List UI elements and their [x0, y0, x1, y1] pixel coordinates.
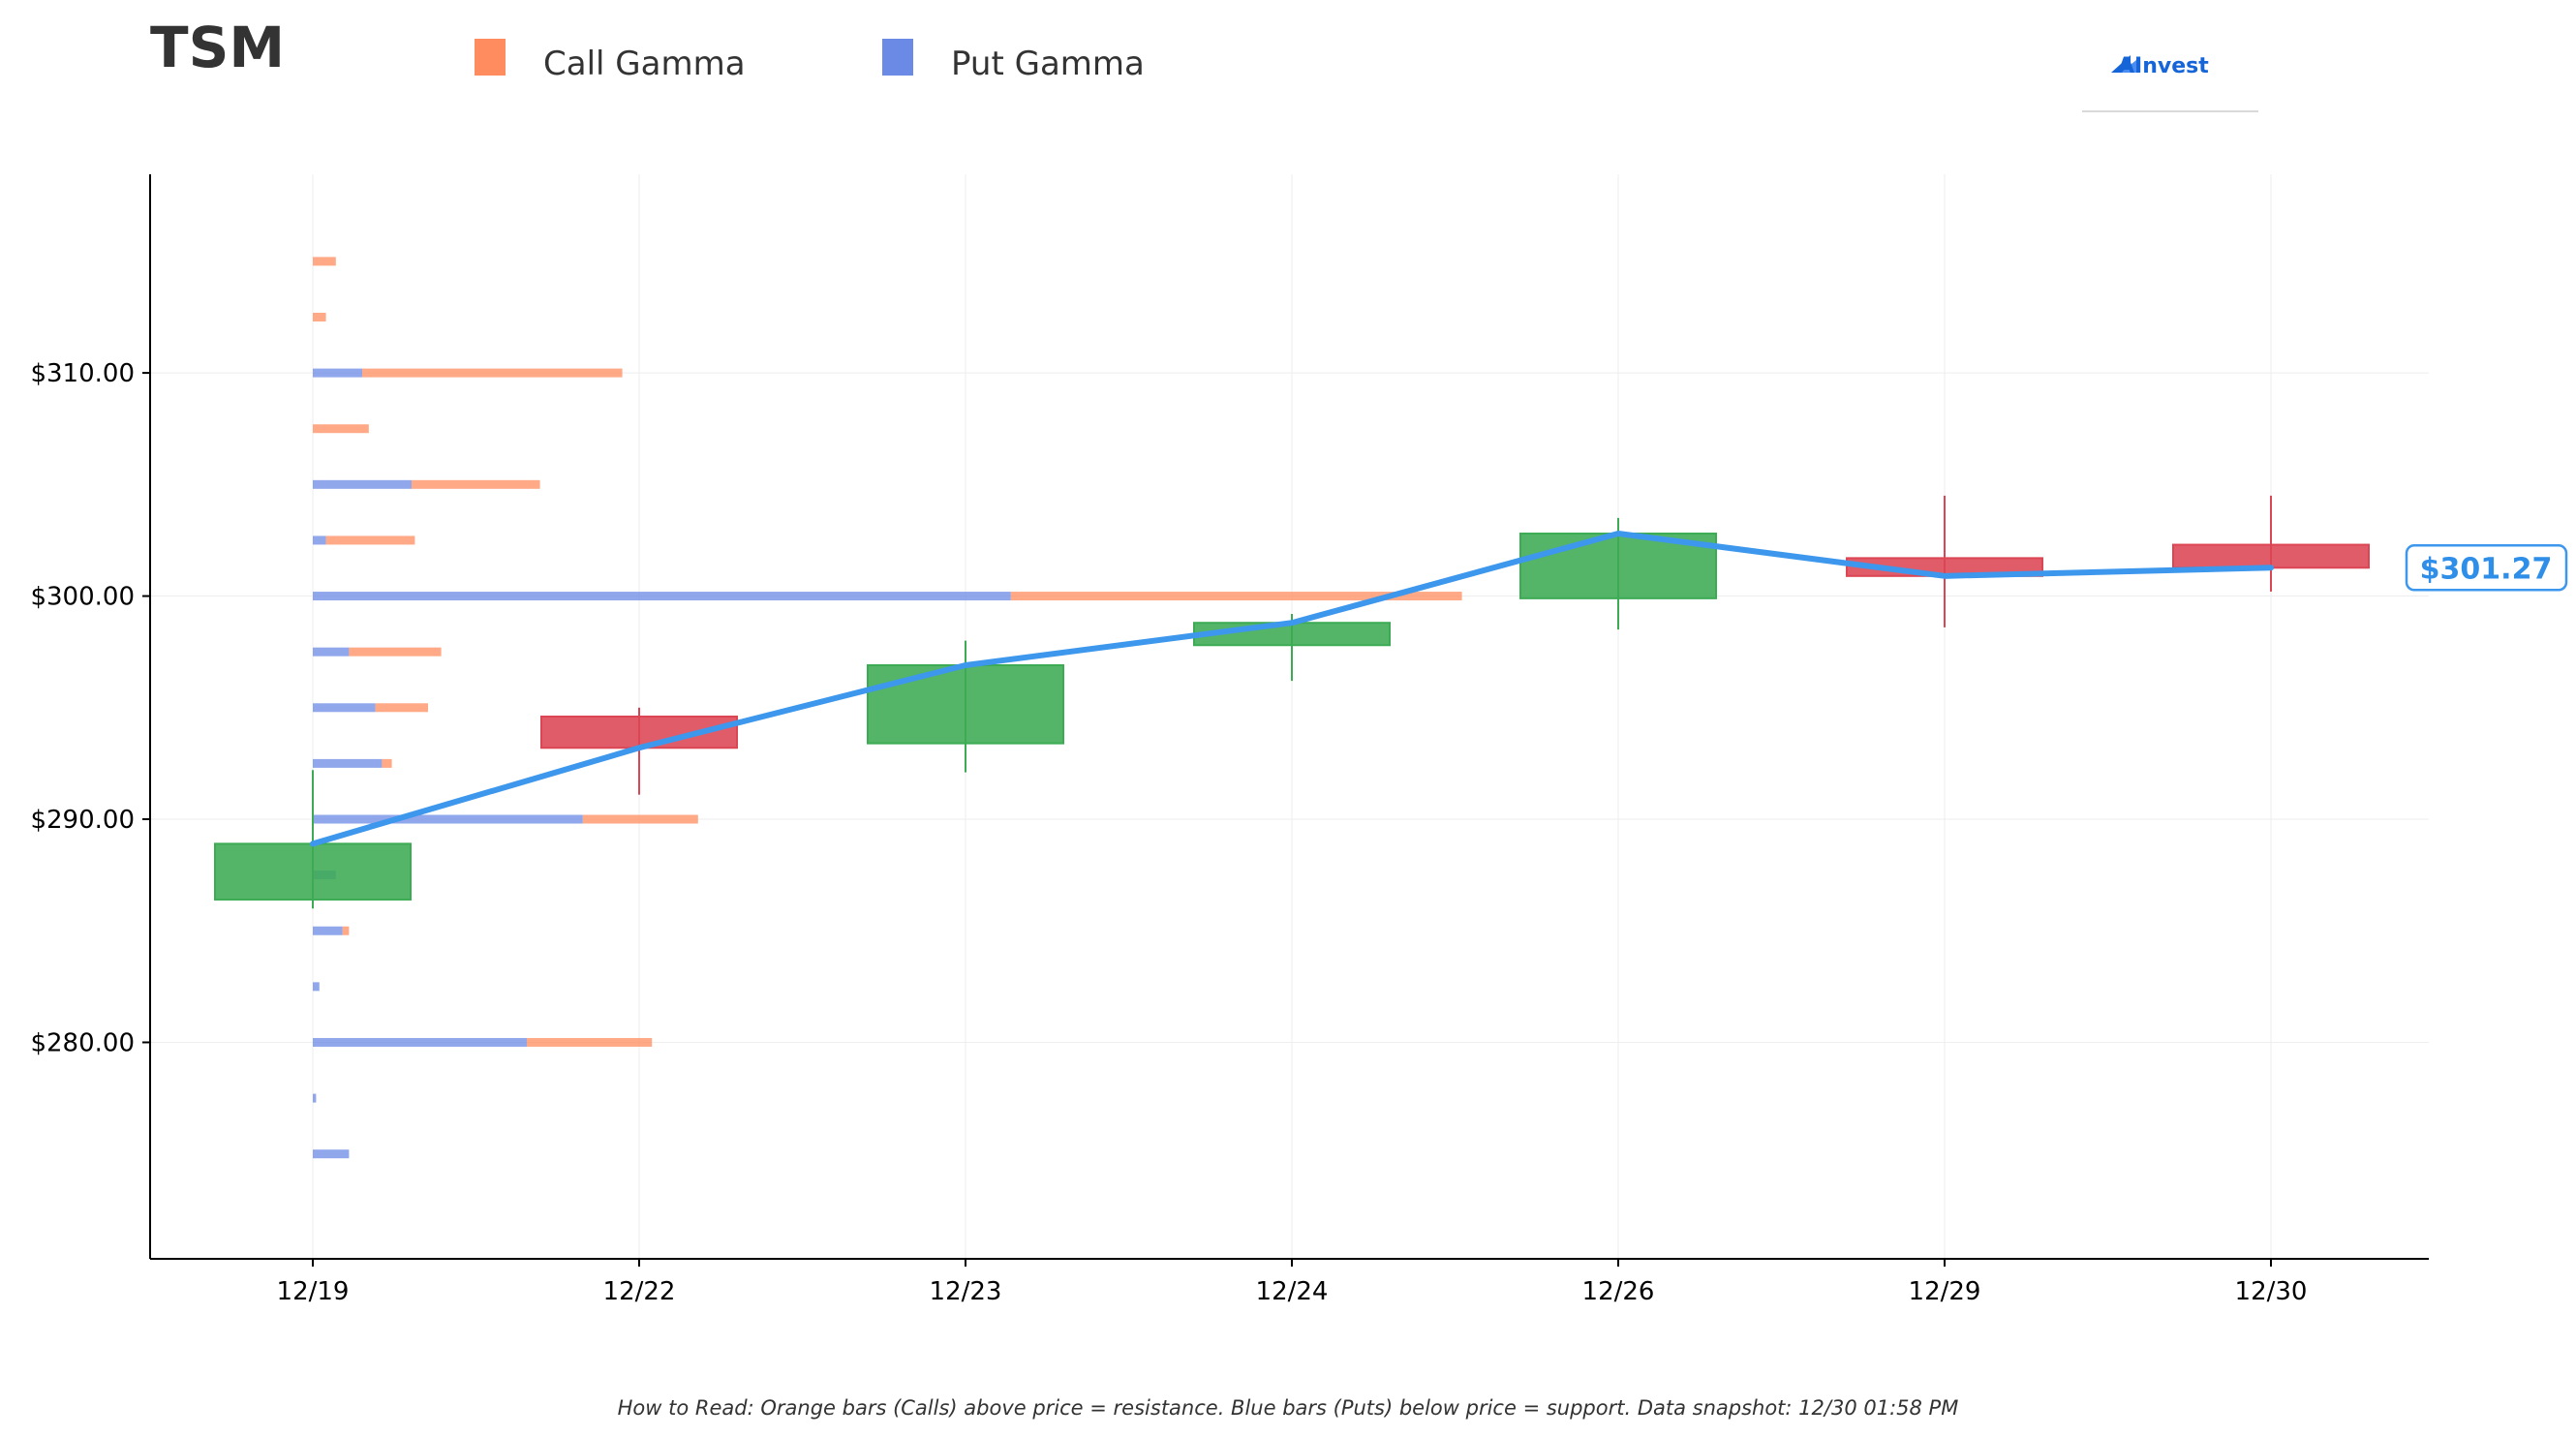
y-tick-label: $280.00 [30, 1028, 135, 1057]
put-gamma-bar [313, 647, 350, 657]
legend-put-label: Put Gamma [951, 45, 1145, 83]
ticker-title: TSM [150, 15, 285, 80]
last-price-label: $301.27 [2420, 552, 2553, 586]
call-gamma-bar [342, 926, 350, 935]
candle-body [867, 663, 1064, 745]
put-gamma-bar [313, 535, 326, 545]
put-gamma-bar [313, 368, 362, 378]
x-tick-label: 12/23 [930, 1277, 1002, 1306]
candle-body [214, 842, 412, 901]
put-gamma-bar [313, 592, 1011, 601]
put-gamma-bar [313, 982, 320, 992]
call-gamma-bar [313, 424, 369, 434]
call-gamma-bar [375, 703, 428, 713]
y-tick-label: $310.00 [30, 359, 135, 388]
call-gamma-bar [325, 535, 415, 545]
brand-logo-icon-accent [2121, 60, 2136, 73]
call-gamma-bar [313, 257, 336, 266]
call-gamma-bar [1010, 592, 1462, 601]
close-price-line [310, 531, 2274, 847]
legend: Call Gamma Put Gamma [475, 39, 1145, 83]
brand-logo-text: AInvest [2118, 54, 2209, 78]
put-gamma-bar [313, 1093, 317, 1103]
legend-call-label: Call Gamma [543, 45, 746, 83]
last-price-box [2405, 544, 2568, 592]
candles [214, 495, 2370, 909]
put-gamma-bar [313, 479, 412, 489]
call-gamma-bar [582, 814, 698, 824]
close-line-layer [310, 531, 2274, 847]
axes: $280.00 $290.00 $300.00 $310.00 12/19 12/22 12… [30, 174, 2429, 1306]
put-gamma-bar [313, 1037, 527, 1047]
call-gamma-bar [349, 647, 442, 657]
call-gamma-bar [412, 479, 540, 489]
how-to-read-note: How to Read: Orange bars (Calls) above p… [618, 1396, 1959, 1420]
x-tick-label: 12/30 [2235, 1277, 2308, 1306]
x-tick-label: 12/29 [1909, 1277, 1981, 1306]
y-tick-label: $300.00 [30, 583, 135, 612]
x-tick-label: 12/19 [277, 1277, 350, 1306]
call-gamma-bar [382, 758, 392, 768]
call-gamma-bar [527, 1037, 653, 1047]
put-gamma-bar [313, 926, 343, 935]
legend-put-swatch [882, 39, 913, 76]
x-tick-label: 12/24 [1256, 1277, 1329, 1306]
put-gamma-bar [313, 814, 583, 824]
brand-logo: AInvest [2082, 54, 2258, 112]
brand-logo-icon [2111, 55, 2131, 73]
put-gamma-bar [313, 1149, 350, 1159]
call-gamma-bar [313, 312, 326, 321]
candle-body [2172, 543, 2370, 569]
x-tick-label: 12/26 [1582, 1277, 1655, 1306]
call-gamma-bar [362, 368, 623, 378]
put-gamma-bar [313, 703, 376, 713]
put-gamma-bar [313, 758, 383, 768]
legend-call-swatch [475, 39, 506, 76]
last-price-marker: $301.27 [2405, 544, 2568, 592]
gamma-bars [313, 257, 1462, 1159]
x-tick-label: 12/22 [603, 1277, 676, 1306]
y-tick-label: $290.00 [30, 806, 135, 835]
